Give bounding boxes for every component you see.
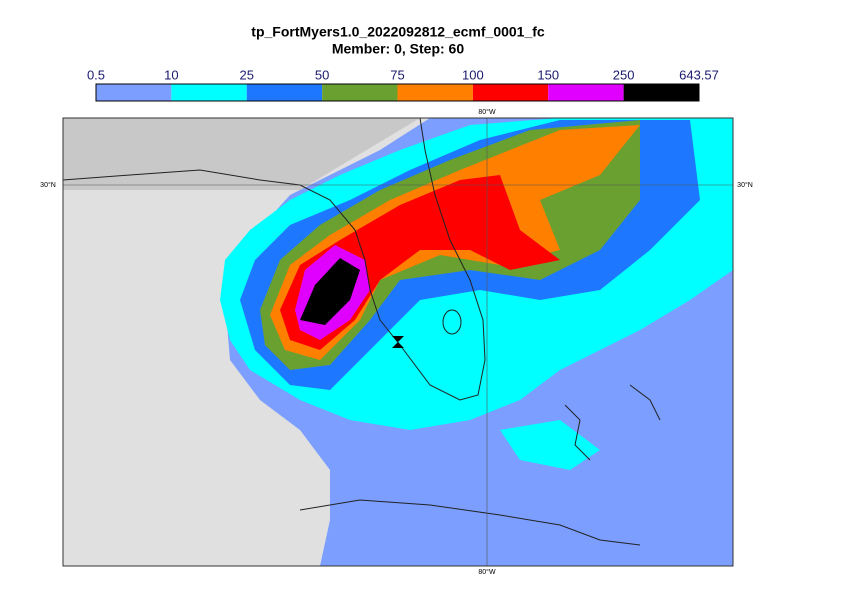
rain-band (300, 258, 360, 325)
colorbar-frame (95, 83, 700, 102)
title: tp_FortMyers1.0_2022092812_ecmf_0001_fc (251, 24, 545, 40)
lon-label: 80°W (478, 568, 496, 576)
lat-label: 30°N (737, 181, 753, 189)
colorbar-label: 75 (390, 67, 404, 82)
colorbar-label: 10 (164, 67, 178, 82)
subtitle: Member: 0, Step: 60 (332, 41, 464, 57)
colorbar-segment (548, 84, 624, 101)
lon-label: 80°W (478, 108, 496, 116)
colorbar: 0.5 10 25 50 75 100 150 250 643.57 (87, 67, 719, 102)
map-frame (62, 117, 734, 567)
coastline (299, 499, 641, 546)
storm-marker (392, 336, 404, 348)
coastline (629, 384, 661, 421)
colorbar-label: 250 (613, 67, 635, 82)
colorbar-label: 643.57 (679, 67, 719, 82)
colorbar-segment (322, 84, 398, 101)
colorbar-segment (472, 84, 549, 101)
colorbar-label: 150 (537, 67, 559, 82)
colorbar-label: 100 (462, 67, 484, 82)
colorbar-segment (397, 84, 473, 101)
lake (442, 309, 462, 335)
no-rain-area (63, 118, 430, 566)
colorbar-label: 25 (240, 67, 254, 82)
land-area (63, 118, 420, 190)
colorbar-segment (623, 84, 699, 101)
colorbar-label: 50 (315, 67, 329, 82)
colorbar-segment (171, 84, 247, 101)
rain-band (500, 420, 600, 470)
colorbar-segment (96, 84, 172, 101)
colorbar-segment (246, 84, 323, 101)
map (63, 118, 733, 566)
lat-label: 30°N (40, 181, 56, 189)
coastline (564, 404, 591, 461)
colorbar-label: 0.5 (87, 67, 105, 82)
